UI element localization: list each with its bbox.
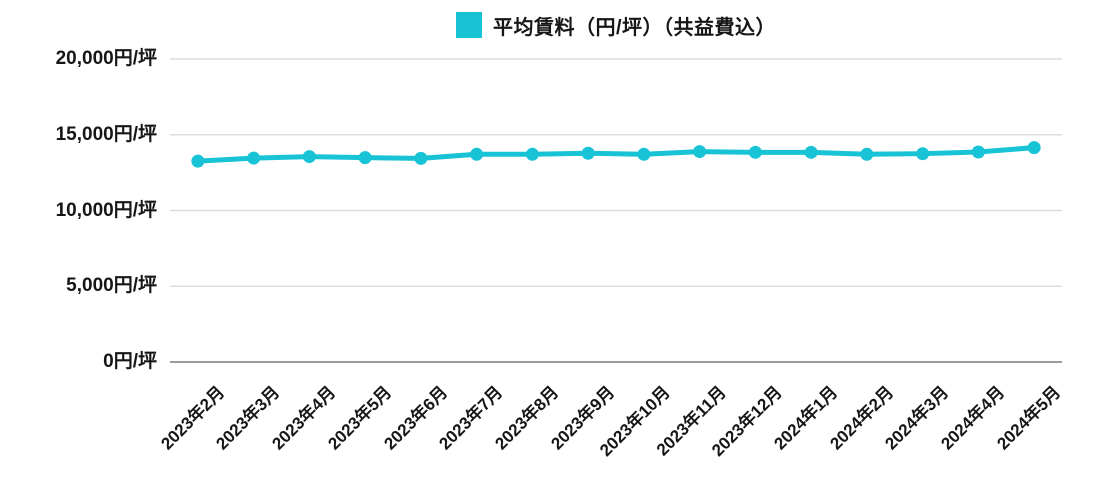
data-point[interactable]: 2023年8月: 13710 [525, 147, 539, 161]
data-point[interactable]: 2023年3月: 13460 [247, 151, 261, 165]
data-point[interactable]: 2023年9月: 13780 [581, 146, 595, 160]
data-point[interactable]: 2023年10月: 13710 [637, 147, 651, 161]
data-point[interactable]: 2023年4月: 13560 [302, 150, 316, 164]
data-point[interactable]: 2023年12月: 13840 [748, 145, 762, 159]
y-axis-tick-label: 0円/坪 [103, 351, 157, 372]
chart-legend: 平均賃料（円/坪）（共益費込） [170, 9, 1062, 41]
y-axis-tick-label: 10,000円/坪 [55, 199, 157, 221]
data-point[interactable]: 2023年7月: 13710 [470, 147, 484, 161]
data-point[interactable]: 2024年3月: 13750 [916, 147, 930, 161]
data-point[interactable]: 2023年6月: 13440 [414, 151, 428, 165]
data-point[interactable]: 2024年2月: 13710 [860, 147, 874, 161]
data-point[interactable]: 2023年11月: 13890 [693, 145, 707, 159]
data-point[interactable]: 2023年5月: 13490 [358, 151, 372, 165]
y-axis-tick-label: 5,000円/坪 [66, 275, 157, 297]
data-point[interactable]: 2024年5月: 14150 [1027, 141, 1041, 155]
data-point[interactable]: 2023年2月: 13260 [191, 154, 205, 168]
y-axis-tick-label: 15,000円/坪 [55, 123, 157, 145]
data-point[interactable]: 2024年4月: 13860 [971, 145, 985, 159]
legend-label[interactable]: 平均賃料（円/坪）（共益費込） [492, 16, 777, 39]
series-line [195, 145, 1037, 164]
data-point[interactable]: 2024年1月: 13840 [804, 145, 818, 159]
legend-swatch-icon[interactable] [455, 12, 482, 38]
y-axis-tick-label: 20,000円/坪 [55, 48, 157, 69]
